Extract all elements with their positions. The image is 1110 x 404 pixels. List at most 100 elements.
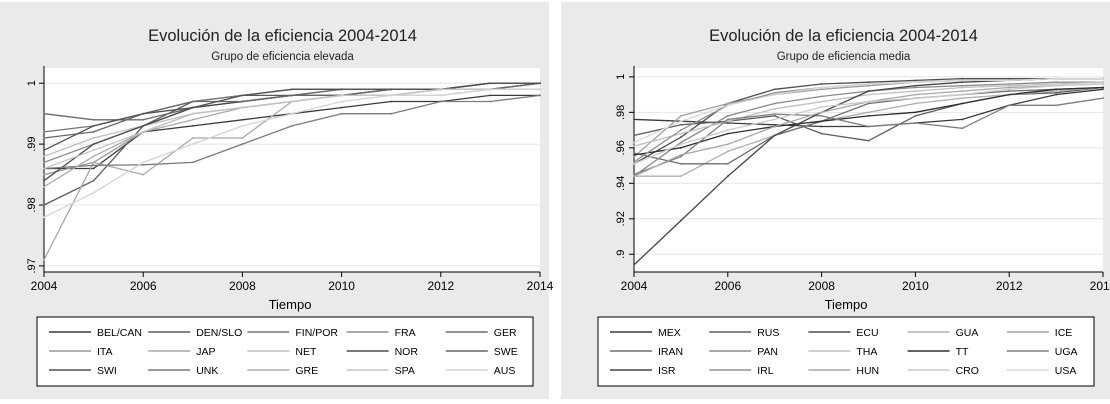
data-point [773, 102, 776, 105]
legend-label: NOR [395, 346, 419, 358]
x-tick-label: 2004 [31, 279, 58, 293]
data-point [340, 112, 343, 115]
data-point [820, 125, 823, 128]
x-tick-label: 2008 [229, 279, 256, 293]
data-point [191, 143, 194, 146]
data-point [291, 94, 293, 97]
data-point [773, 123, 776, 126]
data-point [241, 137, 244, 139]
data-point [1008, 93, 1011, 96]
data-point [539, 88, 541, 91]
legend-label: TT [956, 346, 969, 358]
data-point [191, 100, 194, 103]
plot-area [634, 68, 1103, 272]
data-point [241, 94, 244, 97]
data-point [1055, 93, 1057, 96]
data-point [1055, 88, 1057, 91]
data-point [340, 88, 343, 91]
data-point [241, 106, 244, 109]
data-point [914, 86, 917, 89]
y-tick-label: .98 [615, 105, 627, 120]
data-point [820, 83, 823, 85]
data-point [773, 134, 776, 137]
data-point [43, 204, 45, 206]
legend-label: IRAN [658, 346, 683, 358]
data-point [680, 155, 682, 158]
x-tick-label: 2008 [808, 279, 835, 293]
data-point [633, 152, 635, 155]
data-point [92, 161, 95, 164]
data-point [390, 94, 393, 97]
legend-label: DEN/SLO [196, 327, 242, 339]
chart-panel-2: Evolución de la eficiencia 2004-2014 Grup… [561, 2, 1110, 399]
data-point [914, 114, 917, 117]
data-point [726, 104, 729, 107]
data-point [1102, 88, 1104, 91]
data-point [961, 97, 964, 100]
data-point [291, 100, 293, 103]
data-point [340, 94, 343, 97]
data-point [633, 264, 635, 266]
data-point [820, 120, 823, 123]
legend-label: GER [494, 327, 517, 339]
data-point [680, 143, 682, 146]
data-point [1008, 84, 1011, 87]
data-point [1102, 77, 1104, 80]
data-point [142, 131, 145, 133]
data-point [914, 81, 917, 84]
data-point [867, 93, 870, 96]
data-point [914, 97, 917, 100]
data-point [1008, 104, 1011, 107]
data-point [1055, 104, 1057, 107]
data-point [961, 84, 964, 87]
chart-subtitle: Grupo de eficiencia media [777, 51, 911, 63]
data-point [539, 82, 541, 85]
legend-label: JAP [196, 346, 215, 358]
y-tick-label: .99 [26, 136, 38, 151]
data-point [92, 167, 95, 170]
data-point [92, 124, 95, 127]
data-point [489, 100, 492, 103]
data-point [43, 155, 45, 158]
data-point [867, 83, 870, 85]
data-point [680, 219, 682, 222]
data-point [726, 102, 729, 105]
data-point [142, 163, 145, 166]
data-point [633, 145, 635, 147]
data-point [142, 112, 145, 115]
data-point [820, 95, 823, 98]
data-point [142, 161, 145, 164]
data-point [680, 175, 682, 178]
data-point [914, 93, 917, 96]
data-point [92, 143, 95, 146]
data-point [773, 114, 776, 117]
data-point [867, 139, 870, 142]
data-point [1102, 86, 1104, 89]
data-point [680, 114, 682, 117]
data-point [680, 132, 682, 135]
data-point [191, 112, 194, 115]
data-point [773, 93, 776, 96]
chart-panel-1: Evolución de la eficiencia 2004-2014 Grup… [0, 2, 554, 399]
data-point [633, 173, 635, 176]
y-tick-label: .97 [26, 258, 38, 273]
data-point [92, 137, 95, 139]
x-tick-label: 2004 [621, 279, 648, 293]
data-point [726, 114, 729, 117]
data-point [961, 93, 964, 96]
data-point [820, 114, 823, 117]
chart-title: Evolución de la eficiencia 2004-2014 [709, 27, 978, 45]
legend-label: USA [1055, 365, 1077, 377]
data-point [867, 90, 870, 92]
data-point [1055, 84, 1057, 87]
x-tick-label: 2012 [427, 279, 454, 293]
data-point [1055, 91, 1057, 94]
data-point [241, 118, 244, 121]
data-point [191, 161, 194, 164]
data-point [43, 167, 45, 170]
data-point [961, 90, 964, 92]
x-tick-label: 2010 [902, 279, 929, 293]
data-point [191, 124, 194, 127]
data-point [867, 81, 870, 84]
